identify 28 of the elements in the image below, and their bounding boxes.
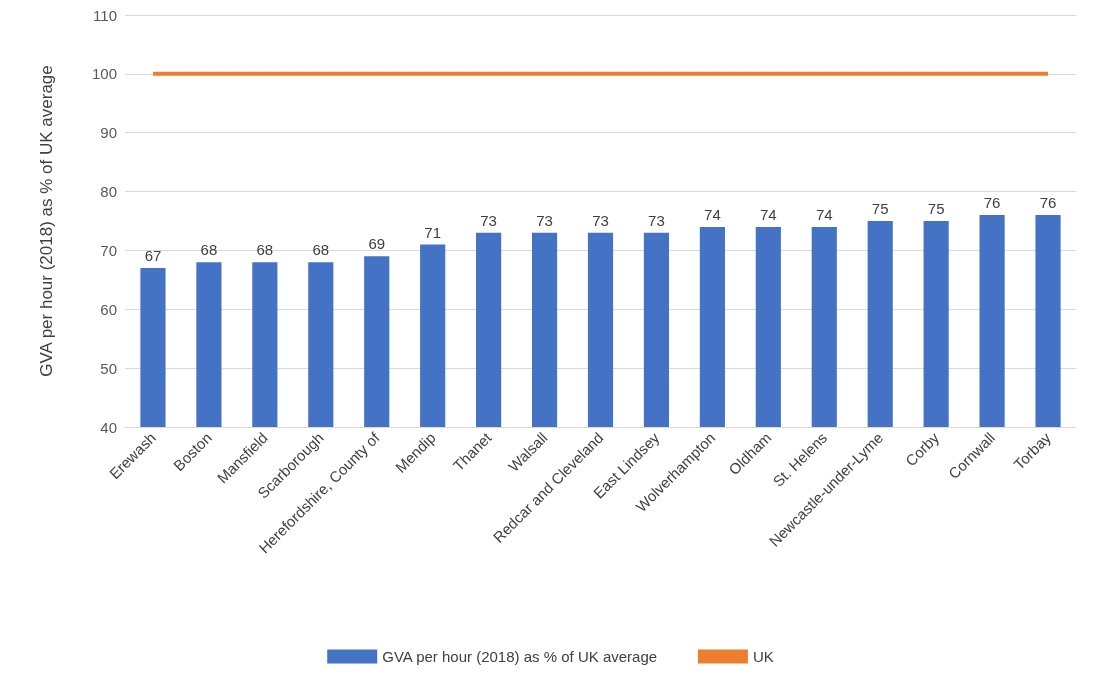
data-label: 74 xyxy=(815,205,833,223)
data-label: 76 xyxy=(983,194,1001,212)
data-label: 71 xyxy=(424,223,442,241)
data-label: 75 xyxy=(871,200,889,217)
y-tick-label: 90 xyxy=(100,124,117,142)
y-tick-label: 80 xyxy=(100,183,117,201)
y-tick-label: 70 xyxy=(100,241,117,259)
y-tick-label: 110 xyxy=(93,6,117,24)
data-label: 73 xyxy=(536,211,553,229)
data-label: 68 xyxy=(200,241,218,259)
data-label: 68 xyxy=(312,241,330,259)
legend-label: UK xyxy=(752,648,774,665)
data-label: 67 xyxy=(144,247,162,265)
data-label: 74 xyxy=(704,205,721,223)
y-tick-label: 50 xyxy=(100,359,117,377)
y-tick-label: 40 xyxy=(100,418,117,436)
y-axis-title: GVA per hour (2018) as % of UK average xyxy=(37,65,56,377)
data-label: 76 xyxy=(1039,194,1057,212)
data-label: 73 xyxy=(592,211,609,229)
data-label: 73 xyxy=(648,211,665,229)
data-label: 74 xyxy=(759,205,777,223)
data-label: 68 xyxy=(256,241,274,259)
y-tick-label: 100 xyxy=(91,65,117,83)
data-label: 73 xyxy=(480,211,497,229)
y-tick-label: 60 xyxy=(100,300,117,318)
data-label: 75 xyxy=(927,200,945,217)
legend-label: GVA per hour (2018) as % of UK average xyxy=(382,648,658,665)
data-label: 69 xyxy=(368,235,386,253)
